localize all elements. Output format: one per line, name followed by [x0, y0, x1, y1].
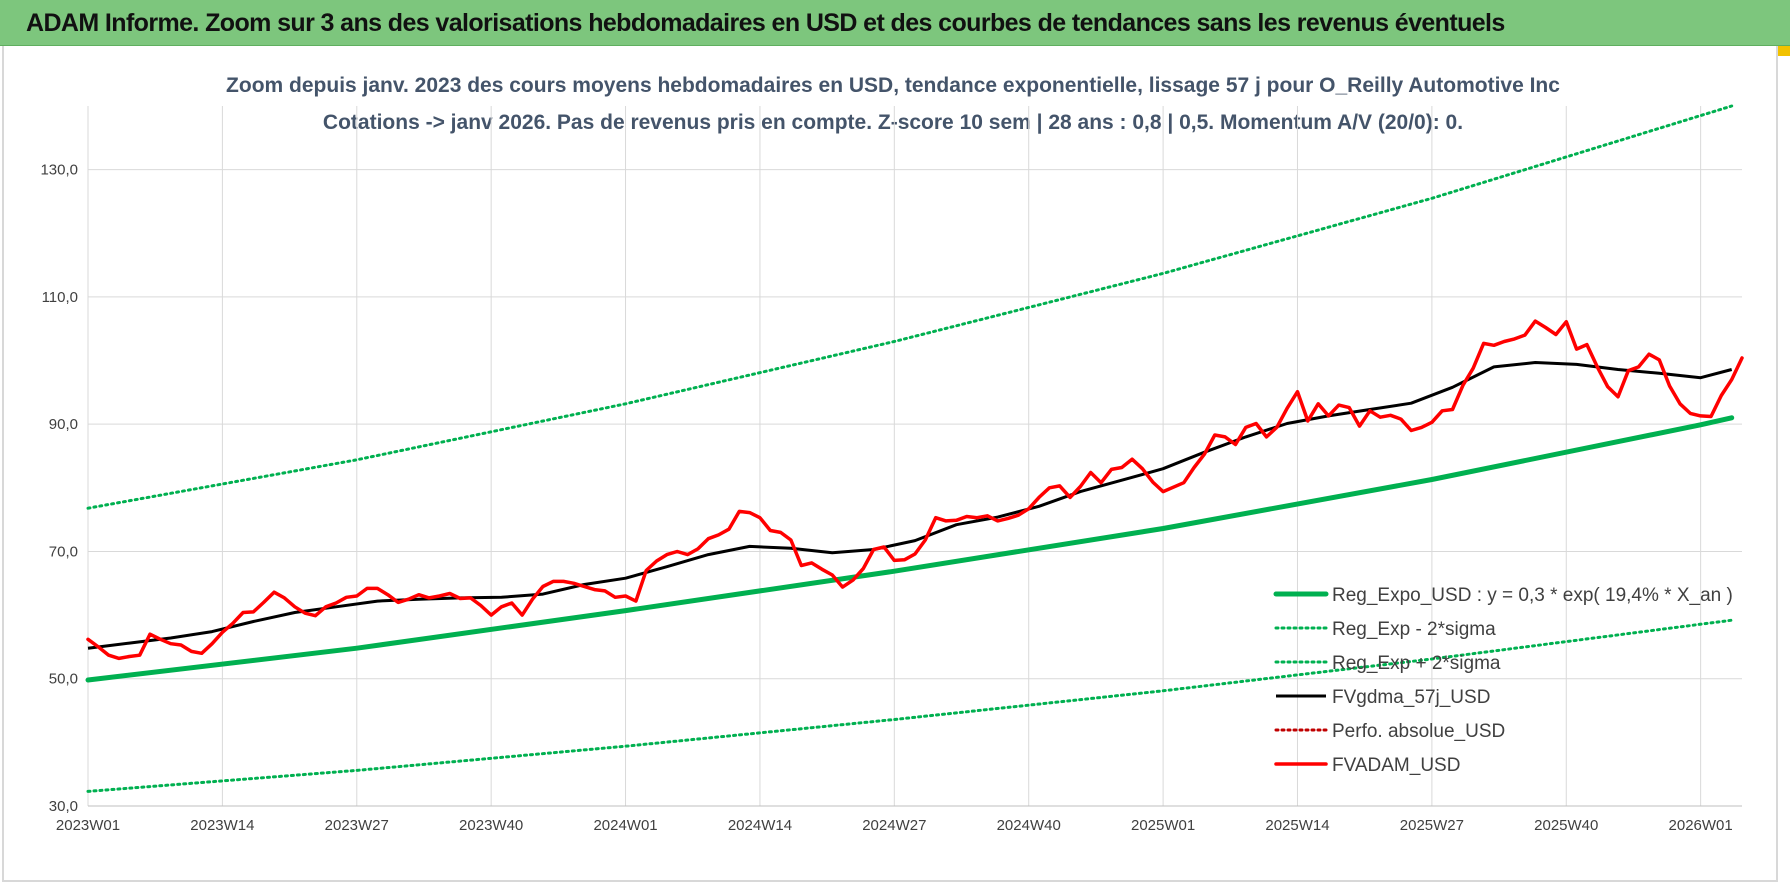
- x-tick-label: 2024W40: [997, 817, 1061, 834]
- series-line-fvadam-usd: [86, 319, 1744, 661]
- y-tick-label: 30,0: [49, 798, 78, 815]
- x-tick-label: 2024W14: [728, 817, 792, 834]
- x-tick-label: 2026W01: [1669, 817, 1733, 834]
- series-line-reg-exp: [86, 104, 1734, 510]
- x-tick-label: 2023W01: [56, 817, 120, 834]
- legend-label: Reg_Exp + 2*sigma: [1332, 653, 1501, 674]
- y-tick-label: 50,0: [49, 671, 78, 688]
- banner-title: ADAM Informe. Zoom sur 3 ans des valoris…: [0, 0, 1790, 46]
- x-tick-label: 2025W40: [1534, 817, 1598, 834]
- series-line-reg-expo-usd: [85, 415, 1735, 683]
- legend: Reg_Expo_USD : y = 0,3 * exp( 19,4% * X_…: [1273, 585, 1733, 776]
- legend-label: Reg_Expo_USD : y = 0,3 * exp( 19,4% * X_…: [1332, 585, 1733, 606]
- x-tick-label: 2024W27: [862, 817, 926, 834]
- grid: [87, 106, 1742, 807]
- x-tick-label: 2023W27: [325, 817, 389, 834]
- y-tick-label: 130,0: [40, 162, 78, 179]
- y-tick-label: 70,0: [49, 543, 78, 560]
- corner-mark: [1778, 46, 1790, 56]
- x-tick-label: 2023W14: [190, 817, 254, 834]
- chart-subtitle: Cotations -> janv 2026. Pas de revenus p…: [323, 111, 1463, 134]
- x-axis: 2023W01 2023W14 2023W27 2023W40 2024W01 2024W…: [56, 817, 1733, 834]
- legend-label: FVADAM_USD: [1332, 755, 1460, 776]
- legend-label: Reg_Exp - 2*sigma: [1332, 619, 1496, 640]
- x-tick-label: 2024W01: [593, 817, 657, 834]
- y-tick-label: 90,0: [49, 416, 78, 433]
- series-layer: [85, 104, 1744, 793]
- chart-panel: [2, 46, 1778, 882]
- legend-label: Perfo. absolue_USD: [1332, 721, 1505, 742]
- x-tick-label: 2023W40: [459, 817, 523, 834]
- y-tick-label: 110,0: [42, 289, 78, 306]
- y-axis: 30,0 50,0 70,0 90,0 110,0 130,0: [40, 162, 78, 815]
- x-tick-label: 2025W14: [1265, 817, 1329, 834]
- series-line-reg-exp: [86, 618, 1734, 793]
- x-tick-label: 2025W27: [1400, 817, 1464, 834]
- x-tick-label: 2025W01: [1131, 817, 1195, 834]
- legend-label: FVgdma_57j_USD: [1332, 687, 1490, 708]
- chart-title: Zoom depuis janv. 2023 des cours moyens …: [226, 74, 1560, 97]
